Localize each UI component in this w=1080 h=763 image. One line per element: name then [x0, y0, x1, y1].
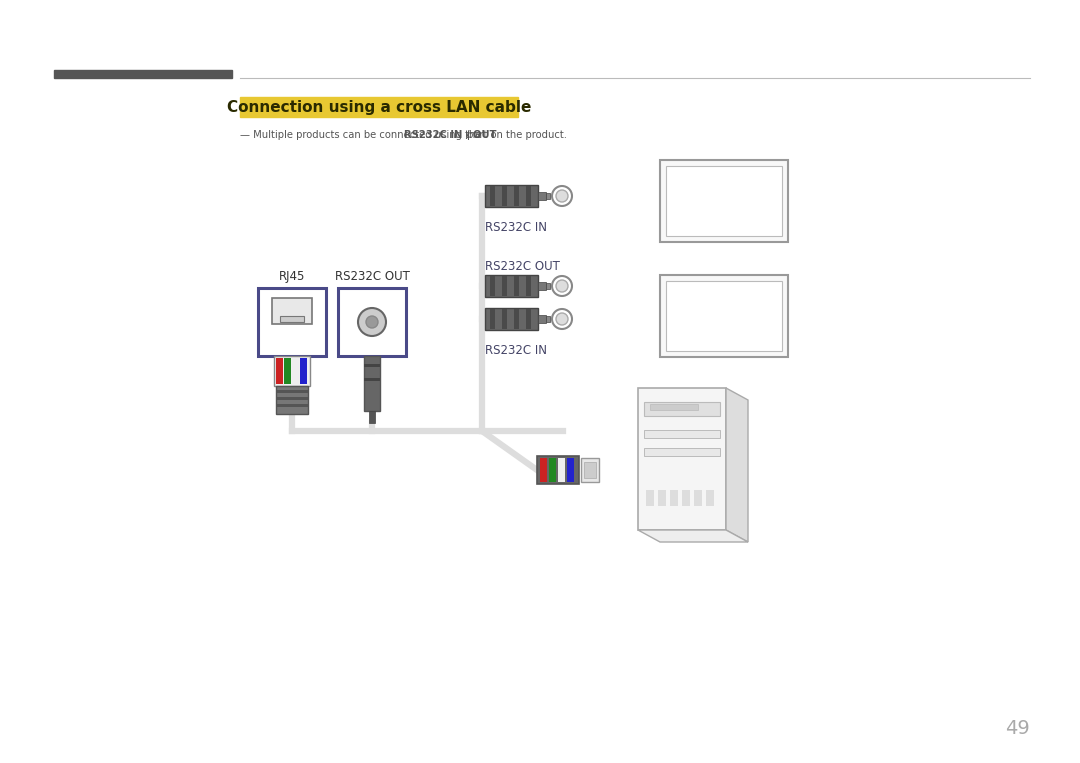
Bar — [681, 490, 690, 506]
Bar — [514, 309, 519, 329]
Bar — [514, 276, 519, 296]
Text: RS232C IN / OUT: RS232C IN / OUT — [404, 130, 496, 140]
Bar — [274, 356, 310, 386]
Text: RS232C IN: RS232C IN — [485, 344, 546, 357]
Bar — [364, 364, 380, 367]
Text: Connection using a cross LAN cable: Connection using a cross LAN cable — [227, 99, 531, 114]
Polygon shape — [726, 388, 748, 542]
Bar — [546, 283, 550, 289]
Bar — [538, 282, 546, 290]
Bar — [538, 315, 546, 323]
Bar — [502, 309, 507, 329]
Circle shape — [556, 313, 568, 325]
Bar — [502, 276, 507, 296]
Bar — [284, 358, 291, 384]
Bar — [660, 275, 788, 357]
Bar — [54, 70, 232, 78]
Bar — [538, 192, 546, 200]
Bar — [240, 97, 518, 117]
Bar — [694, 490, 702, 506]
Bar — [546, 316, 550, 322]
Bar — [276, 358, 283, 384]
Circle shape — [556, 280, 568, 292]
Text: port on the product.: port on the product. — [463, 130, 567, 140]
Bar — [644, 402, 720, 416]
Bar — [670, 490, 678, 506]
Text: RJ45: RJ45 — [279, 270, 306, 283]
Bar — [644, 430, 720, 438]
Bar — [549, 458, 556, 482]
Bar — [558, 458, 565, 482]
Bar — [276, 397, 308, 400]
Bar — [660, 160, 788, 242]
Bar — [364, 356, 380, 411]
Bar — [364, 378, 380, 381]
Bar — [276, 404, 308, 407]
Polygon shape — [638, 530, 748, 542]
Bar — [490, 276, 495, 296]
Bar — [485, 275, 538, 297]
Bar — [540, 458, 546, 482]
Bar — [514, 186, 519, 206]
Bar — [546, 193, 550, 199]
Bar — [258, 288, 326, 356]
Bar — [280, 316, 303, 322]
Bar — [650, 404, 698, 410]
Bar — [526, 186, 531, 206]
Bar — [369, 411, 375, 423]
Bar — [485, 185, 538, 207]
Circle shape — [357, 308, 386, 336]
Bar — [292, 358, 299, 384]
Bar — [526, 276, 531, 296]
Bar — [502, 186, 507, 206]
Bar — [706, 490, 714, 506]
Circle shape — [552, 276, 572, 296]
Bar — [646, 490, 654, 506]
Bar — [584, 462, 596, 478]
Text: RS232C IN: RS232C IN — [485, 221, 546, 234]
Text: 49: 49 — [1005, 719, 1030, 738]
Bar — [526, 309, 531, 329]
Bar — [644, 448, 720, 456]
Text: — Multiple products can be connected using the: — Multiple products can be connected usi… — [240, 130, 485, 140]
Bar — [567, 458, 573, 482]
Bar — [638, 388, 726, 530]
Bar — [300, 358, 307, 384]
Circle shape — [556, 190, 568, 202]
Bar — [490, 186, 495, 206]
Bar — [272, 298, 312, 324]
Bar — [666, 281, 782, 351]
Circle shape — [366, 316, 378, 328]
Bar — [276, 390, 308, 393]
Text: RS232C OUT: RS232C OUT — [335, 270, 409, 283]
Bar — [276, 386, 308, 414]
Bar — [666, 166, 782, 236]
Bar — [338, 288, 406, 356]
Text: RS232C OUT: RS232C OUT — [485, 260, 559, 273]
Bar — [485, 308, 538, 330]
Bar — [537, 456, 579, 484]
Circle shape — [552, 186, 572, 206]
Circle shape — [552, 309, 572, 329]
Bar — [490, 309, 495, 329]
Bar — [658, 490, 666, 506]
Bar — [581, 458, 599, 482]
